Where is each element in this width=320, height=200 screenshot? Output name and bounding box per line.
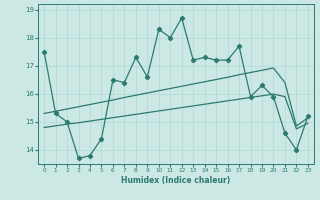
X-axis label: Humidex (Indice chaleur): Humidex (Indice chaleur) [121,176,231,185]
